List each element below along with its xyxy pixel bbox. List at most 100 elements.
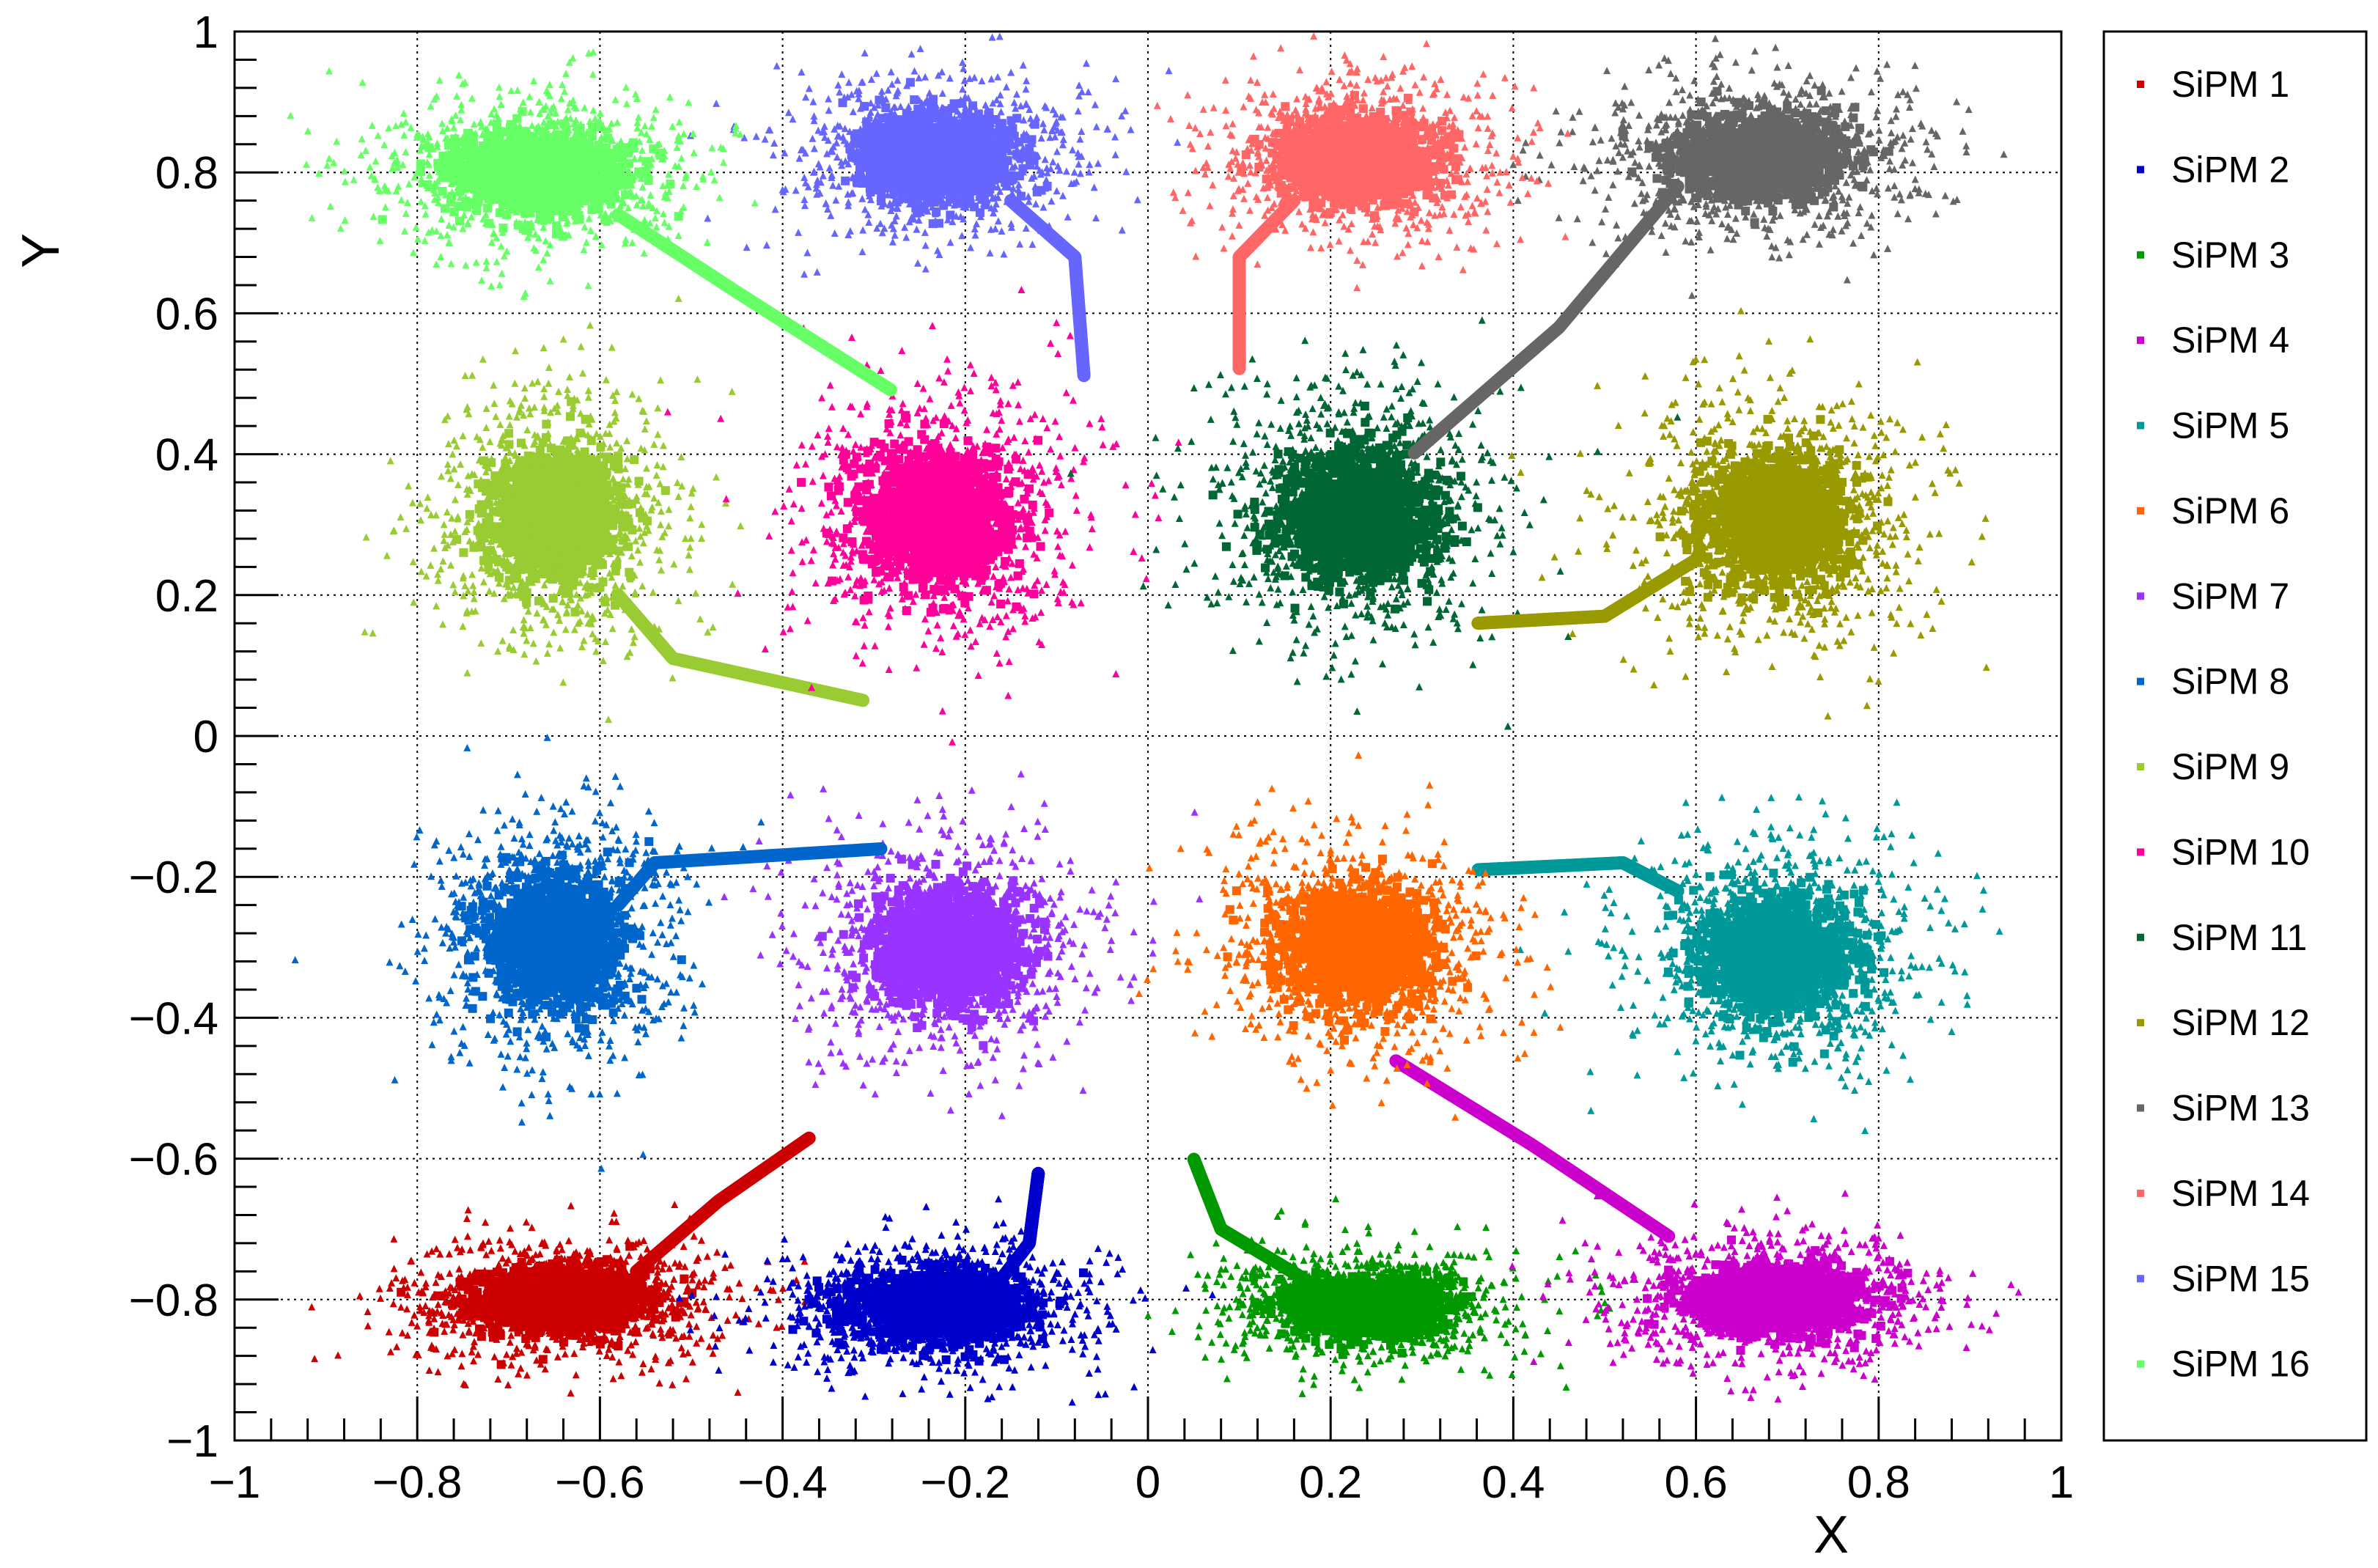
data-point	[559, 1337, 568, 1347]
data-point	[567, 1201, 575, 1210]
data-point	[705, 1342, 713, 1350]
data-point	[920, 1373, 928, 1381]
data-point	[960, 1369, 968, 1377]
data-point	[1063, 1276, 1071, 1284]
data-point	[778, 1284, 787, 1292]
data-point	[572, 1371, 580, 1379]
data-point	[417, 1268, 425, 1276]
data-point	[1083, 1306, 1091, 1314]
data-point	[1060, 1326, 1068, 1334]
data-point	[844, 1240, 852, 1248]
data-point	[570, 1349, 578, 1357]
data-point	[789, 1264, 797, 1272]
data-point	[762, 1314, 770, 1322]
data-point	[408, 1318, 416, 1326]
data-point	[506, 1338, 514, 1346]
data-point	[908, 1234, 916, 1243]
data-point	[434, 1300, 442, 1308]
data-point	[1182, 1284, 1190, 1292]
data-point	[935, 1358, 943, 1366]
data-point	[1028, 1253, 1037, 1261]
data-point	[854, 1247, 862, 1255]
data-point	[692, 1298, 700, 1306]
data-point	[1017, 1227, 1025, 1235]
data-point	[1079, 1350, 1087, 1358]
data-point	[311, 1355, 319, 1363]
data-point	[434, 1368, 442, 1376]
data-point	[789, 1290, 797, 1298]
data-point	[803, 1271, 811, 1279]
data-point	[495, 1260, 503, 1268]
data-point	[778, 1254, 787, 1262]
data-point	[670, 1275, 678, 1283]
data-point	[966, 1383, 974, 1391]
data-point	[464, 1206, 472, 1214]
data-point	[867, 1254, 875, 1262]
data-point	[953, 1366, 961, 1374]
data-point	[390, 1265, 398, 1273]
data-point	[781, 1235, 789, 1243]
data-point	[1085, 1369, 1093, 1377]
data-point	[677, 1344, 685, 1352]
data-point	[715, 1366, 723, 1374]
data-point	[847, 1256, 855, 1264]
data-point	[721, 1263, 729, 1271]
data-point	[671, 1201, 679, 1209]
data-point	[1053, 1321, 1061, 1329]
data-point	[506, 1237, 514, 1245]
data-point	[952, 1218, 960, 1226]
data-point	[861, 1243, 869, 1251]
data-point	[1050, 1310, 1058, 1318]
data-point	[632, 1338, 640, 1346]
data-point	[1094, 1244, 1103, 1252]
data-point	[988, 1393, 996, 1401]
data-point	[567, 1388, 575, 1396]
data-point	[536, 1250, 544, 1258]
data-point	[422, 1279, 430, 1287]
data-point	[1093, 1297, 1101, 1305]
data-point	[971, 1368, 979, 1376]
data-point	[385, 1328, 393, 1336]
data-point	[1086, 1276, 1094, 1284]
data-point	[564, 1237, 573, 1245]
data-point	[465, 1326, 473, 1334]
data-point	[695, 1278, 703, 1286]
data-point	[392, 1274, 400, 1282]
data-point	[885, 1257, 893, 1265]
data-point	[466, 1245, 474, 1254]
data-point	[1049, 1259, 1057, 1267]
data-point	[625, 1251, 633, 1259]
data-point	[1059, 1336, 1067, 1344]
data-point	[857, 1349, 865, 1357]
data-point	[814, 1367, 822, 1375]
data-point	[1114, 1254, 1122, 1262]
data-point	[445, 1250, 453, 1258]
data-point	[769, 1277, 777, 1285]
data-point	[511, 1247, 519, 1255]
data-point	[649, 1330, 657, 1338]
data-point	[763, 1256, 771, 1265]
data-point	[470, 1357, 478, 1365]
data-point	[799, 1317, 809, 1326]
data-point	[1059, 1258, 1067, 1266]
data-point	[790, 1363, 798, 1372]
data-point	[1042, 1361, 1050, 1369]
data-point	[485, 1237, 493, 1245]
data-point	[770, 1341, 778, 1350]
data-point	[850, 1353, 858, 1361]
data-point	[459, 1330, 467, 1339]
data-point	[886, 1355, 894, 1363]
data-point	[1034, 1266, 1042, 1274]
data-point	[713, 1248, 721, 1256]
data-point	[899, 1353, 908, 1361]
data-point	[1141, 1294, 1149, 1302]
data-point	[1077, 1300, 1085, 1308]
data-point	[494, 1374, 502, 1383]
data-point	[828, 1384, 836, 1392]
data-point	[1094, 1391, 1103, 1399]
data-point	[962, 1225, 970, 1233]
data-point	[1009, 1383, 1017, 1391]
data-point	[891, 1244, 899, 1252]
data-point	[745, 1304, 753, 1312]
